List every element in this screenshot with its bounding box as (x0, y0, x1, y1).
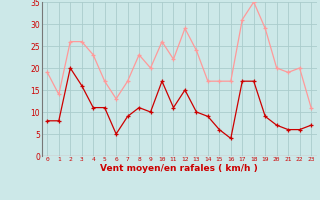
X-axis label: Vent moyen/en rafales ( km/h ): Vent moyen/en rafales ( km/h ) (100, 164, 258, 173)
